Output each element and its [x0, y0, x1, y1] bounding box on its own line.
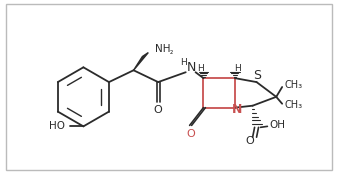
- Text: NH: NH: [155, 44, 171, 54]
- Text: N: N: [232, 103, 242, 116]
- Text: CH₃: CH₃: [284, 100, 302, 110]
- Text: S: S: [254, 69, 262, 82]
- Text: O: O: [245, 136, 254, 146]
- Text: O: O: [154, 105, 163, 115]
- Text: H: H: [180, 58, 187, 67]
- Text: O: O: [186, 129, 195, 139]
- Text: N: N: [187, 61, 196, 74]
- Text: H: H: [197, 64, 204, 73]
- Text: ₂: ₂: [170, 47, 173, 56]
- Polygon shape: [134, 53, 148, 70]
- Text: OH: OH: [269, 120, 285, 130]
- Text: H: H: [235, 64, 241, 73]
- Text: HO: HO: [49, 121, 65, 131]
- Text: CH₃: CH₃: [284, 80, 302, 90]
